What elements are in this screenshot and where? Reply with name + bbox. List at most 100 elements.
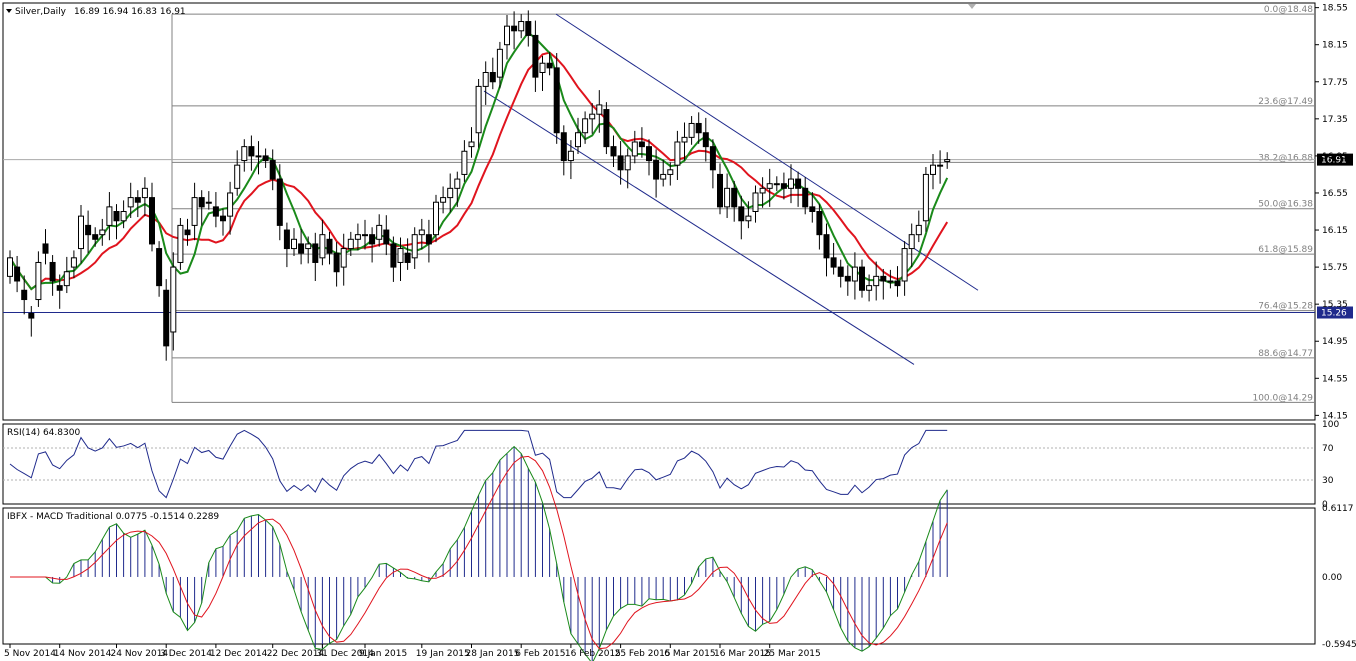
date-label-11: 16 Feb 2015	[565, 649, 621, 659]
candle-body-88	[631, 141, 638, 157]
candle-body-86	[617, 155, 624, 171]
candle-body-99	[709, 146, 716, 171]
candle-body-83	[596, 104, 603, 115]
date-label-12: 25 Feb 2015	[615, 649, 671, 659]
chart-title: Silver,Daily	[15, 7, 67, 17]
candle-body-116	[830, 257, 837, 268]
candle-body-90	[646, 146, 652, 162]
macd-label: IBFX - MACD Traditional 0.0775 -0.1514 0…	[7, 512, 219, 522]
candle-body-45	[326, 238, 333, 254]
candle-body-24	[177, 224, 184, 263]
candle-body-98	[702, 132, 709, 148]
candle-body-49	[354, 234, 361, 240]
price-tick-label-3: 17.35	[1322, 115, 1348, 125]
candle-body-44	[319, 234, 326, 259]
candle-body-128	[915, 224, 922, 236]
candle-body-82	[589, 113, 596, 120]
candle-body-30	[220, 215, 226, 222]
candle-body-52	[376, 224, 383, 240]
candle-body-42	[305, 243, 312, 250]
fib-level-label-4: 61.8@15.89	[1258, 245, 1313, 255]
candle-body-55	[397, 248, 404, 263]
ohlc-values: 16.89 16.94 16.83 16.91	[74, 7, 186, 17]
rsi-tick-label-0: 100	[1322, 420, 1339, 430]
candle-body-33	[241, 146, 248, 162]
current-price-label: 16.91	[1321, 156, 1347, 166]
candle-body-132	[944, 159, 951, 162]
rsi-panel: 100 70 30 0	[3, 420, 1339, 510]
candle-body-62	[447, 187, 454, 199]
price-tick-label-1: 18.15	[1322, 41, 1348, 51]
date-label-2: 24 Nov 2014	[111, 649, 169, 659]
date-label-0: 5 Nov 2014	[4, 649, 56, 659]
candle-body-94	[674, 141, 681, 166]
candle-body-25	[184, 229, 191, 236]
candle-body-39	[283, 229, 290, 250]
candle-body-80	[575, 132, 581, 148]
candles	[7, 10, 951, 361]
candle-body-37	[269, 160, 276, 180]
candle-body-26	[191, 197, 198, 226]
rsi-line	[9, 429, 948, 499]
support-price-label: 15.26	[1321, 309, 1347, 319]
candle-body-21	[156, 248, 163, 287]
candle-body-27	[198, 197, 205, 208]
candle-body-72	[518, 21, 525, 32]
macd-tick-label-0: 0.6117	[1322, 504, 1354, 514]
channel-upper-line	[555, 13, 979, 291]
fib-level-label-3: 50.0@16.38	[1258, 200, 1313, 210]
candle-body-125	[894, 280, 901, 287]
candle-body-41	[298, 243, 305, 254]
candle-body-34	[248, 146, 255, 157]
candle-body-8	[63, 271, 70, 287]
fib-level-label-6: 88.6@14.77	[1258, 349, 1313, 359]
price-tick-label-9: 14.95	[1322, 337, 1348, 347]
candle-body-106	[759, 187, 766, 194]
macd-tick-label-2: -0.5945	[1322, 640, 1356, 650]
fib-level-label-0: 0.0@18.48	[1264, 5, 1313, 15]
candle-body-70	[504, 25, 510, 46]
candle-body-13	[99, 229, 106, 236]
candle-body-22	[163, 289, 170, 347]
macd-panel: 0.6117 0.00 -0.5945	[10, 445, 1356, 661]
candle-body-10	[78, 215, 84, 250]
candle-body-64	[461, 150, 468, 175]
candle-body-108	[773, 183, 780, 186]
candle-body-4	[35, 261, 42, 301]
dropdown-triangle-icon[interactable]	[6, 9, 12, 13]
candle-body-43	[312, 243, 319, 263]
date-label-7: 9 Jan 2015	[359, 649, 407, 659]
candle-body-68	[489, 72, 496, 83]
candle-body-9	[70, 257, 77, 268]
price-tick-label-7: 15.75	[1322, 263, 1348, 273]
price-tick-label-2: 17.75	[1322, 78, 1348, 88]
candle-body-103	[738, 206, 745, 222]
candle-body-6	[49, 261, 56, 282]
candle-body-0	[7, 257, 13, 277]
candle-body-1	[14, 266, 21, 282]
price-tick-label-4: 16.95	[1322, 152, 1348, 162]
candle-body-89	[638, 141, 645, 148]
candle-body-40	[291, 238, 297, 250]
candle-body-114	[816, 211, 823, 236]
shift-marker-icon[interactable]	[968, 4, 976, 9]
price-tick-label-8: 15.35	[1322, 300, 1348, 310]
candle-body-19	[141, 187, 148, 199]
candle-body-66	[475, 85, 482, 134]
date-label-9: 28 Jan 2015	[466, 649, 520, 659]
candle-body-119	[851, 266, 858, 282]
price-tick-label-0: 18.55	[1322, 4, 1348, 14]
support-price-badge	[1317, 306, 1353, 319]
fib-level-label-5: 76.4@15.28	[1258, 302, 1313, 312]
candle-body-58	[418, 229, 425, 236]
macd-signal-line	[10, 455, 948, 650]
candle-body-2	[21, 289, 28, 301]
candle-body-105	[752, 192, 759, 212]
date-label-3: 3 Dec 2014	[160, 649, 212, 659]
price-tick-label-6: 16.15	[1322, 226, 1348, 236]
candle-body-57	[411, 234, 418, 259]
candle-body-111	[795, 178, 802, 189]
candle-body-36	[262, 155, 269, 162]
candle-body-107	[766, 183, 773, 189]
